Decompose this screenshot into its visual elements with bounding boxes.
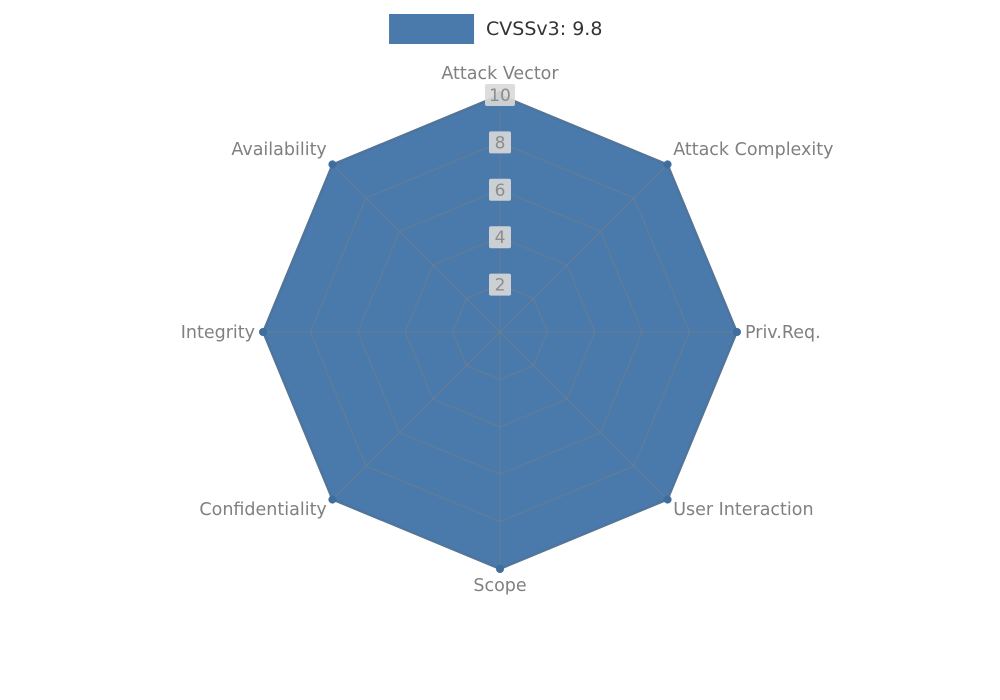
axis-label: Attack Complexity bbox=[673, 140, 833, 160]
radar-spoke bbox=[332, 164, 501, 333]
radial-tick-box bbox=[489, 226, 511, 249]
axis-label: Scope bbox=[473, 576, 526, 596]
radar-vertex-marker bbox=[259, 328, 267, 336]
radar-vertex-marker bbox=[663, 160, 672, 169]
radar-vertex-marker bbox=[663, 495, 672, 504]
radar-spoke bbox=[499, 164, 668, 333]
radar-vertex-marker bbox=[328, 495, 337, 504]
radial-tick-box bbox=[489, 131, 511, 154]
radial-tick-label: 4 bbox=[495, 228, 506, 248]
axis-label: User Interaction bbox=[673, 500, 813, 520]
radar-vertex-marker bbox=[328, 160, 337, 169]
radar-vertex-marker bbox=[733, 328, 741, 336]
chart-legend: CVSSv3: 9.8 bbox=[389, 14, 602, 44]
radial-tick-label: 8 bbox=[495, 133, 506, 153]
radial-tick-box bbox=[489, 178, 511, 201]
radial-tick-label: 6 bbox=[495, 181, 506, 201]
radial-tick-box bbox=[489, 273, 511, 296]
axis-label: Confidentiality bbox=[199, 500, 326, 520]
radar-vertex-marker bbox=[496, 565, 504, 573]
axis-label: Attack Vector bbox=[441, 64, 559, 84]
radar-spoke bbox=[332, 331, 501, 500]
axis-label: Integrity bbox=[181, 323, 255, 343]
radial-tick-label: 2 bbox=[495, 276, 506, 296]
radial-tick-box bbox=[485, 84, 515, 106]
legend-color-swatch bbox=[389, 14, 475, 44]
legend-label: CVSSv3: 9.8 bbox=[486, 18, 603, 40]
axis-label: Availability bbox=[231, 140, 326, 160]
axis-label: Priv.Req. bbox=[745, 323, 821, 343]
radial-tick-label: 10 bbox=[489, 86, 511, 106]
radar-spoke bbox=[499, 331, 668, 500]
